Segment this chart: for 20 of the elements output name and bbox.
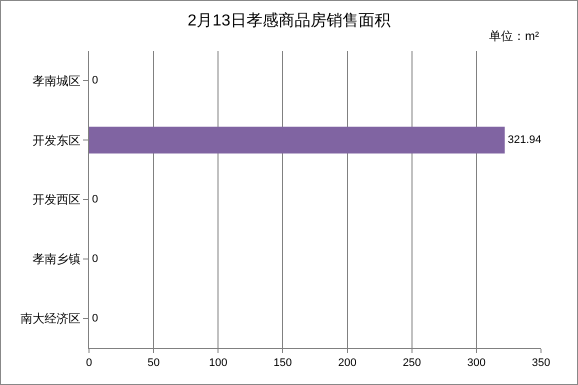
x-tick-label: 350 (532, 357, 550, 370)
x-tick-label: 300 (467, 357, 486, 370)
data-label: 0 (92, 74, 98, 87)
data-label: 0 (92, 194, 98, 206)
data-label: 0 (92, 312, 98, 324)
x-tick-label: 250 (402, 357, 422, 370)
y-tick-label: 开发西区 (32, 192, 81, 207)
x-tick-label: 50 (147, 357, 160, 370)
x-tick-label: 200 (338, 357, 356, 370)
y-tick-label: 南大经济区 (20, 312, 81, 326)
chart-title: 2月13日孝感商品房销售面积 (188, 12, 390, 30)
y-tick-label: 孝南城区 (32, 74, 81, 88)
x-tick-label: 150 (274, 357, 292, 370)
data-label: 321.94 (508, 134, 542, 146)
x-tick-label: 0 (86, 357, 92, 370)
y-tick-label: 开发东区 (32, 133, 81, 148)
y-tick-label: 孝南乡镇 (32, 252, 81, 266)
x-tick-label: 100 (208, 357, 228, 370)
data-label: 0 (92, 252, 98, 265)
text: 单位：m² (489, 29, 539, 43)
